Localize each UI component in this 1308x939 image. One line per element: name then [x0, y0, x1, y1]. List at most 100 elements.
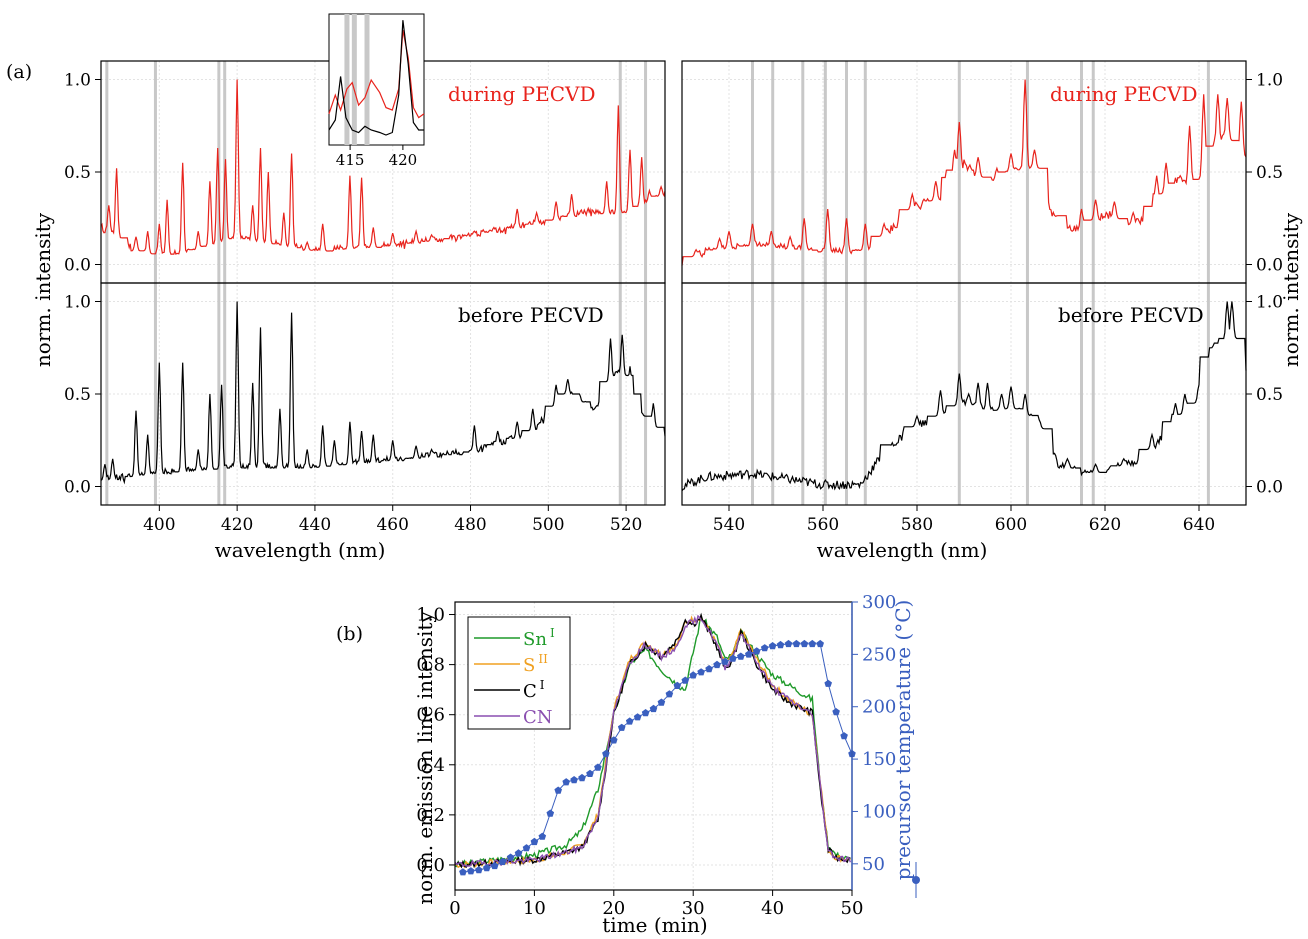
- x-tick-label: 540: [713, 515, 745, 535]
- temperature-point: [467, 867, 475, 875]
- y-tick-label: 0.0: [1256, 478, 1283, 498]
- panel-label-b: (b): [336, 623, 363, 645]
- y2-label-marker: [912, 876, 920, 884]
- y-tick-label: 0.0: [64, 256, 91, 276]
- panel-a-left: 400 420 440 460 480 500 520 0.0 0.5 1.0 0.0 0.5 1.0: [64, 60, 666, 535]
- temperature-point: [752, 647, 761, 655]
- temperature-point: [792, 639, 801, 648]
- temperature-point: [800, 639, 809, 648]
- temperature-point: [522, 844, 531, 852]
- a-right-label-before: before PECVD: [1058, 303, 1204, 327]
- b-y2-tick-label: 50: [862, 854, 885, 875]
- temperature-point: [530, 837, 539, 846]
- temperature-point: [713, 660, 721, 669]
- inset-series-during: [328, 30, 425, 119]
- temperature-point: [689, 671, 697, 679]
- temperature-point: [840, 732, 848, 740]
- legend-superscript: I: [540, 678, 545, 692]
- y-tick-label: 1.0: [1256, 71, 1283, 91]
- temperature-point: [617, 723, 626, 731]
- panel-b: 0 10 20 30 40 50 0.0 0.2 0.4 0.6 0.8 1.0 50 100 150 200…: [416, 592, 920, 919]
- y-tick-label: 0.5: [1256, 163, 1283, 183]
- panel-a-right: 540 560 580 600 620 640 0.0 0.5 1.0 0.0 0.5 1.0: [681, 60, 1283, 535]
- temperature-point: [657, 698, 666, 706]
- panel-a-inset: 415 420: [328, 13, 425, 169]
- b-x-tick-label: 50: [841, 898, 864, 919]
- temperature-point: [562, 778, 570, 786]
- temperature-point: [554, 786, 562, 794]
- temperature-point: [824, 679, 832, 687]
- b-y-tick-label: 1.0: [416, 605, 445, 626]
- temperature-point: [808, 639, 817, 648]
- x-tick-label: 640: [1183, 515, 1215, 535]
- b-y-tick-label: 0.8: [416, 655, 445, 676]
- a-left-label-during: during PECVD: [448, 82, 596, 106]
- series-before-pecvd: [681, 301, 1247, 492]
- legend-superscript: I: [550, 626, 555, 640]
- temperature-point: [578, 773, 586, 782]
- temperature-point: [538, 832, 547, 840]
- series-during-pecvd: [100, 79, 666, 256]
- temperature-point: [784, 639, 793, 648]
- b-x-tick-label: 10: [523, 898, 546, 919]
- temperature-point: [768, 642, 777, 650]
- temperature-point: [681, 676, 690, 684]
- x-tick-label: 560: [807, 515, 839, 535]
- temperature-point: [475, 866, 483, 874]
- temperature-point: [586, 769, 594, 777]
- x-tick-label: 420: [221, 515, 253, 535]
- inset-x-tick-label: 420: [389, 151, 418, 169]
- temperature-point: [594, 763, 602, 771]
- a-left-ylabel: norm. intensity: [31, 212, 55, 367]
- inset-series-before: [328, 20, 424, 136]
- b-x-tick-label: 30: [682, 898, 705, 919]
- temperature-point: [745, 650, 753, 658]
- b-y2-tick-label: 150: [862, 749, 896, 770]
- temperature-point: [697, 668, 705, 676]
- y-tick-label: 1.0: [1256, 293, 1283, 313]
- temperature-point: [625, 717, 634, 725]
- b-ylabel: norm. emission line intensity: [413, 611, 437, 905]
- b-y2-tick-label: 300: [862, 592, 896, 613]
- legend-superscript: II: [538, 652, 548, 666]
- y-tick-label: 1.0: [64, 293, 91, 313]
- b-x-tick-label: 0: [449, 898, 460, 919]
- series-before-pecvd: [100, 301, 666, 485]
- x-tick-label: 440: [299, 515, 331, 535]
- x-tick-label: 400: [143, 515, 175, 535]
- a-right-xlabel: wavelength (nm): [817, 538, 988, 562]
- temperature-point: [490, 861, 499, 870]
- x-tick-label: 620: [1089, 515, 1121, 535]
- b-y2-tick-label: 200: [862, 697, 896, 718]
- temperature-point: [498, 857, 507, 865]
- temperature-point: [673, 681, 682, 689]
- temperature-point: [514, 849, 523, 857]
- b-x-tick-label: 20: [602, 898, 625, 919]
- y-tick-label: 0.0: [1256, 256, 1283, 276]
- legend-box: [467, 616, 571, 730]
- b-y2-tick-label: 250: [862, 644, 896, 665]
- temperature-point: [546, 809, 555, 817]
- temperature-point: [602, 749, 610, 758]
- legend-label-cn: CN: [523, 707, 553, 728]
- temperature-point: [633, 713, 642, 721]
- a-left-label-before: before PECVD: [458, 303, 604, 327]
- b-y-tick-label: 0.2: [416, 805, 445, 826]
- temperature-point: [459, 868, 467, 876]
- y-tick-label: 0.0: [64, 478, 91, 498]
- temperature-point: [760, 644, 769, 652]
- temperature-point: [506, 853, 515, 861]
- temperature-point: [570, 776, 578, 784]
- a-left-xlabel: wavelength (nm): [215, 538, 386, 562]
- y-tick-label: 0.5: [64, 385, 91, 405]
- b-y-tick-label: 0.6: [416, 705, 445, 726]
- temperature-point: [610, 736, 618, 744]
- x-tick-label: 600: [995, 515, 1027, 535]
- temperature-point: [705, 665, 713, 673]
- temperature-point: [649, 704, 658, 713]
- series-during-pecvd: [681, 79, 1247, 266]
- temperature-point: [665, 690, 674, 698]
- inset-x-tick-label: 415: [336, 151, 365, 169]
- legend: Sn IS IIC ICN: [467, 616, 571, 730]
- x-tick-label: 500: [532, 515, 564, 535]
